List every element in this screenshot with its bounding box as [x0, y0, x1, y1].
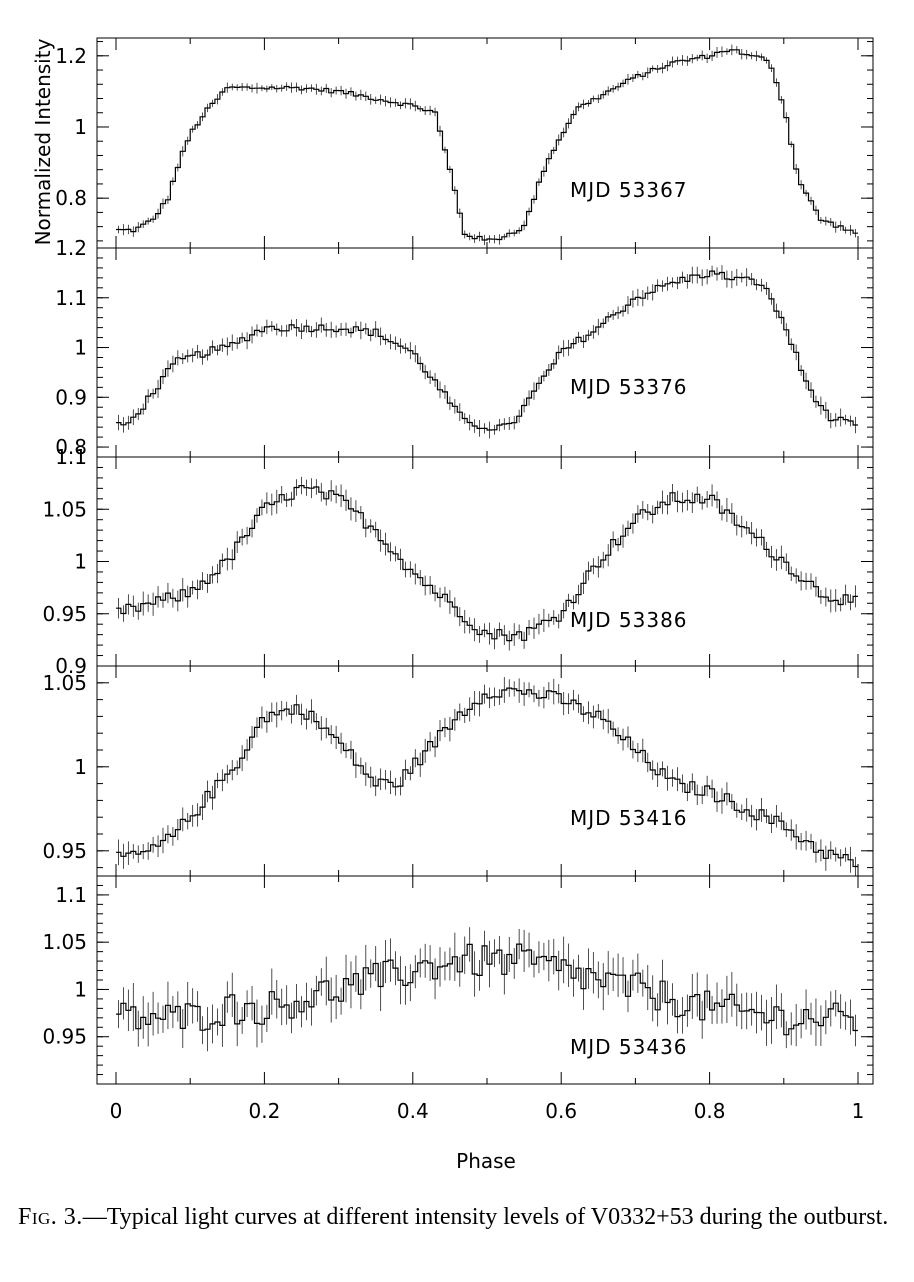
panel-frame [96, 875, 874, 1085]
panel-3: 0.9 0.95 1 1.05 1.1 MJD 53386 [42, 445, 874, 678]
panel-1: 0.8 1 1.2 MJD 53367 [55, 37, 874, 249]
y-tick-label: 0.9 [55, 654, 87, 678]
caption-figure-label: Fig. 3. [18, 1204, 83, 1230]
y-tick-label: 1.1 [55, 883, 87, 907]
panel-2: 0.8 0.9 1 1.1 1.2 MJD 53376 [55, 236, 874, 459]
light-curve-series [116, 485, 858, 642]
panel-frame [96, 665, 874, 877]
y-tick-label: 1 [74, 336, 87, 360]
y-tick-label: 1 [74, 977, 87, 1001]
x-tick-label: 0 [110, 1099, 123, 1123]
caption-text: —Typical light curves at different inten… [82, 1204, 889, 1230]
light-curve-series [116, 687, 858, 868]
x-tick-label: 0.2 [248, 1099, 280, 1123]
y-tick-label: 1.05 [42, 497, 87, 521]
y-tick-label: 1.2 [55, 236, 87, 260]
error-bars [118, 265, 856, 439]
light-curve-series [116, 49, 858, 241]
x-tick-label: 0.6 [545, 1099, 577, 1123]
light-curve-series [116, 943, 858, 1036]
panel-frame [96, 37, 874, 249]
error-bars [118, 677, 856, 876]
y-tick-label: 1.05 [42, 930, 87, 954]
y-tick-label: 1 [74, 550, 87, 574]
panel-5: 0.95 1 1.05 1.1 MJD 53436 [42, 875, 874, 1085]
y-tick-label: 1 [74, 755, 87, 779]
y-tick-label: 0.95 [42, 602, 87, 626]
x-tick-label: 0.4 [397, 1099, 429, 1123]
y-tick-label: 1.2 [55, 44, 87, 68]
y-tick-label: 1.1 [55, 445, 87, 469]
y-tick-label: 0.8 [55, 186, 87, 210]
y-tick-label: 1.05 [42, 671, 87, 695]
y-tick-label: 1.1 [55, 286, 87, 310]
y-tick-label: 1 [74, 115, 87, 139]
y-axis-title: Normalized Intensity [31, 38, 55, 245]
panel-label: MJD 53376 [570, 375, 688, 399]
panel-label: MJD 53386 [570, 608, 688, 632]
panel-label: MJD 53367 [570, 178, 688, 202]
panel-label: MJD 53436 [570, 1035, 688, 1059]
x-axis: 0 0.2 0.4 0.6 0.8 1 [110, 1099, 865, 1123]
y-tick-label: 0.95 [42, 839, 87, 863]
x-axis-title: Phase [456, 1149, 516, 1173]
y-tick-label: 0.95 [42, 1025, 87, 1049]
figure-caption: Fig. 3.—Typical light curves at differen… [18, 1202, 898, 1232]
y-tick-label: 0.9 [55, 385, 87, 409]
error-bars [118, 44, 856, 246]
panel-frame [96, 456, 874, 667]
error-bars [118, 476, 856, 651]
y-tick-label: 0.8 [55, 435, 87, 459]
x-tick-label: 1 [852, 1099, 865, 1123]
x-tick-label: 0.8 [694, 1099, 726, 1123]
panel-label: MJD 53416 [570, 806, 688, 830]
light-curve-series [116, 270, 858, 431]
panel-4: 0.95 1 1.05 MJD 53416 [42, 665, 874, 877]
